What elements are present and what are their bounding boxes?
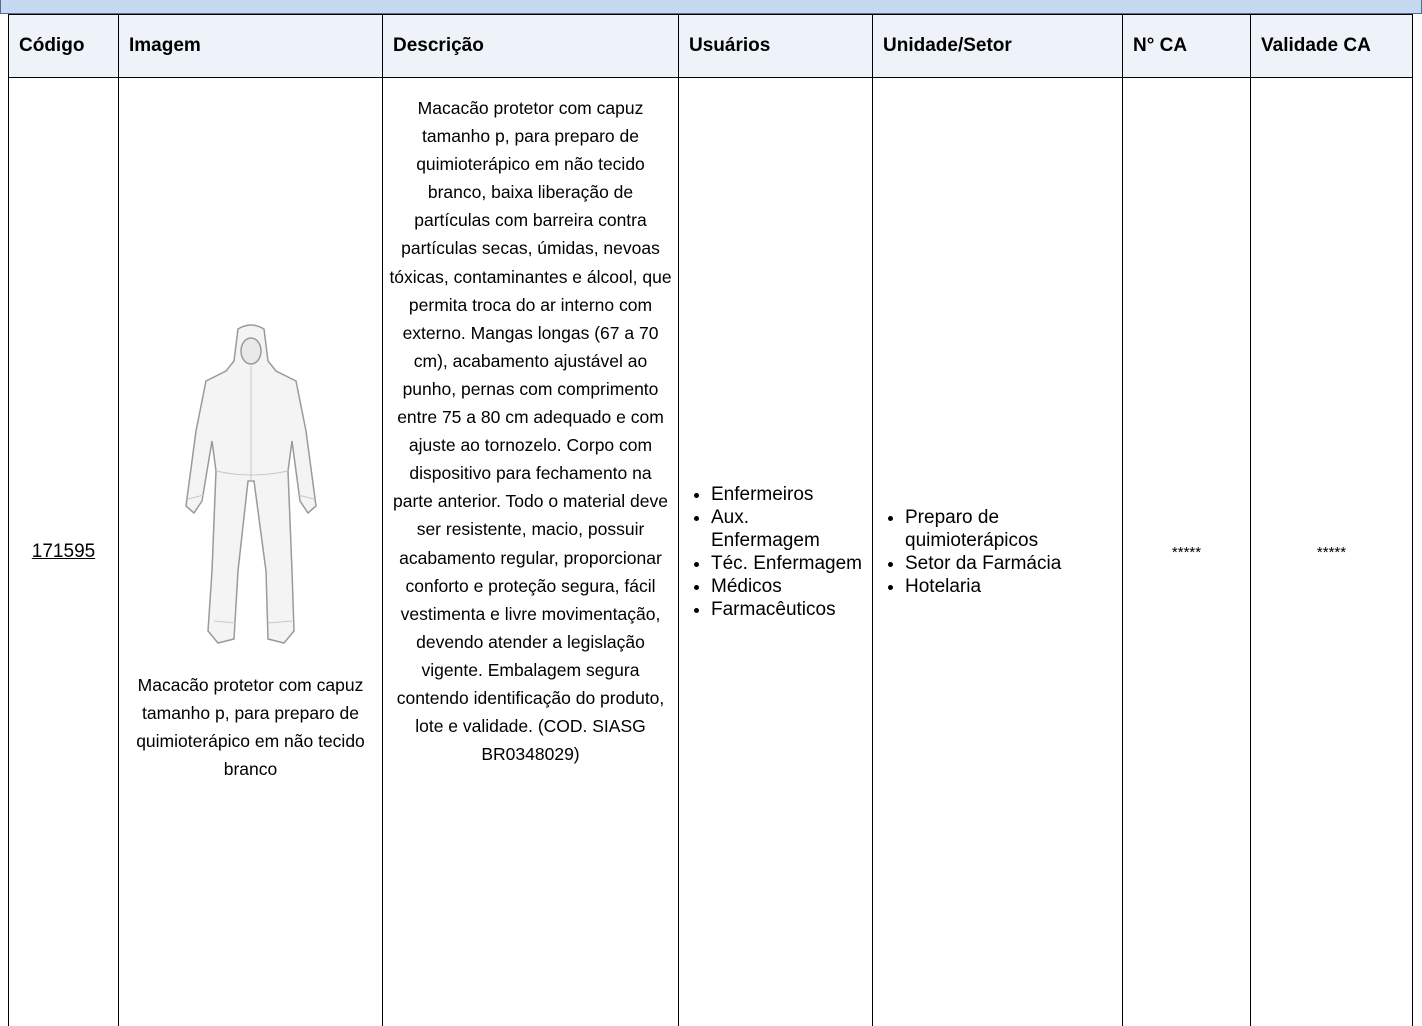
header-row: Código Imagem Descrição Usuários Unidade… <box>9 15 1413 78</box>
ca-validity-cell: ***** <box>1251 78 1413 1026</box>
list-item: Enfermeiros <box>711 483 862 506</box>
header-cell: N° CA <box>1123 15 1251 78</box>
list-item: Setor da Farmácia <box>905 552 1112 575</box>
ca-number-cell: ***** <box>1123 78 1251 1026</box>
header-cell: Código <box>9 15 119 78</box>
header-cell: Unidade/Setor <box>873 15 1123 78</box>
description-cell: Macacão protetor com capuz tamanho p, pa… <box>383 78 679 1026</box>
header-cell: Validade CA <box>1251 15 1413 78</box>
unit-list: Preparo de quimioterápicosSetor da Farmá… <box>883 506 1112 598</box>
unit-cell: Preparo de quimioterápicosSetor da Farmá… <box>873 78 1123 1026</box>
list-item: Médicos <box>711 575 862 598</box>
item-row: 171595 Macacão protetor com capuz tamanh… <box>9 78 1413 1026</box>
code-link[interactable]: 171595 <box>32 541 95 562</box>
list-item: Téc. Enfermagem <box>711 552 862 575</box>
image-cell: Macacão protetor com capuz tamanho p, pa… <box>119 78 383 1026</box>
product-image <box>176 321 326 651</box>
epi-table: Código Imagem Descrição Usuários Unidade… <box>8 14 1413 1026</box>
users-cell: EnfermeirosAux. EnfermagemTéc. Enfermage… <box>679 78 873 1026</box>
image-caption: Macacão protetor com capuz tamanho p, pa… <box>129 671 372 783</box>
top-band <box>0 0 1422 14</box>
list-item: Hotelaria <box>905 575 1112 598</box>
users-list: EnfermeirosAux. EnfermagemTéc. Enfermage… <box>689 483 862 621</box>
list-item: Farmacêuticos <box>711 598 862 621</box>
list-item: Preparo de quimioterápicos <box>905 506 1112 552</box>
header-cell: Imagem <box>119 15 383 78</box>
header-cell: Usuários <box>679 15 873 78</box>
header-cell: Descrição <box>383 15 679 78</box>
code-cell: 171595 <box>9 78 119 1026</box>
list-item: Aux. Enfermagem <box>711 506 862 552</box>
